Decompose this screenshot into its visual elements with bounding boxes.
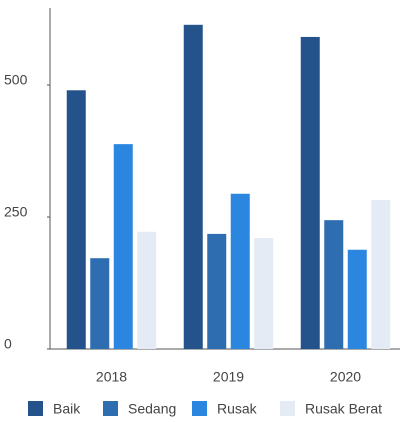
legend-label: Baik	[53, 401, 81, 417]
bar	[324, 220, 344, 349]
y-tick-label: 500	[4, 72, 28, 88]
bar	[300, 36, 320, 350]
bar	[90, 258, 110, 349]
bar	[113, 144, 133, 349]
x-tick-label: 2019	[213, 369, 244, 385]
y-tick-label: 0	[4, 336, 12, 352]
legend-swatch	[28, 401, 43, 416]
legend-swatch	[280, 401, 295, 416]
legend-label: Sedang	[128, 401, 176, 417]
x-tick-label: 2020	[330, 369, 361, 385]
legend-label: Rusak	[217, 401, 258, 417]
y-tick-label: 250	[4, 204, 28, 220]
legend-swatch	[103, 401, 118, 416]
bar	[254, 238, 274, 349]
x-tick-label: 2018	[96, 369, 127, 385]
bar	[66, 90, 86, 349]
bar	[347, 249, 367, 349]
bar	[230, 193, 250, 349]
bar	[137, 231, 157, 349]
bar	[371, 200, 391, 349]
bar	[183, 24, 203, 349]
legend-swatch	[192, 401, 207, 416]
bar	[207, 233, 227, 349]
legend-label: Rusak Berat	[305, 401, 382, 417]
